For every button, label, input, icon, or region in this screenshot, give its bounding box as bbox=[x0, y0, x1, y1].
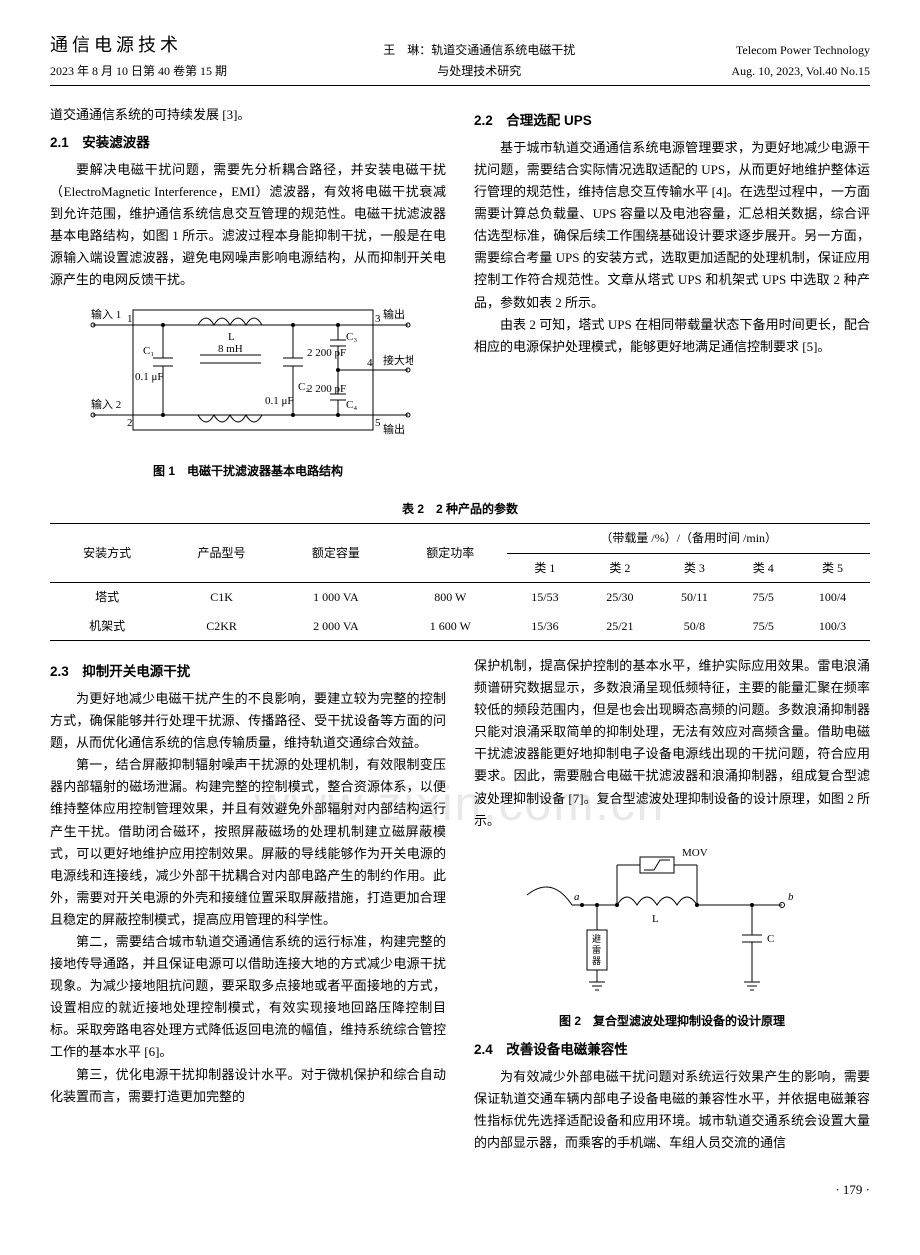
figure-1: 输入 1 输入 2 输出 输出 接大地 L 8 mH C₁ 0.1 μF C₂ … bbox=[50, 300, 446, 481]
svg-text:输出: 输出 bbox=[383, 307, 405, 321]
svg-text:2 200 pF: 2 200 pF bbox=[307, 383, 346, 395]
svg-text:1: 1 bbox=[127, 313, 133, 325]
issue-line-en: Aug. 10, 2023, Vol.40 No.15 bbox=[731, 61, 870, 81]
svg-text:输入 2: 输入 2 bbox=[91, 397, 121, 411]
th-install: 安装方式 bbox=[50, 524, 164, 583]
th-power: 额定功率 bbox=[393, 524, 507, 583]
heading-2-2: 2.2 合理选配 UPS bbox=[474, 110, 870, 133]
svg-text:C₃: C₃ bbox=[346, 331, 357, 343]
th-g1: 类 1 bbox=[507, 553, 582, 582]
heading-2-1: 2.1 安装滤波器 bbox=[50, 132, 446, 155]
svg-text:2 200 pF: 2 200 pF bbox=[307, 347, 346, 359]
svg-text:3: 3 bbox=[375, 313, 381, 325]
issue-line-cn: 2023 年 8 月 10 日第 40 卷第 15 期 bbox=[50, 64, 227, 78]
header-left: 通信电源技术 2023 年 8 月 10 日第 40 卷第 15 期 bbox=[50, 30, 227, 81]
svg-text:C₄: C₄ bbox=[346, 399, 357, 411]
table-2-caption: 表 2 2 种产品的参数 bbox=[50, 499, 870, 519]
upper-right-column: 2.2 合理选配 UPS 基于城市轨道交通通信系统电源管理要求，为更好地减少电源… bbox=[474, 104, 870, 489]
para-2-3a: 为更好地减少电磁干扰产生的不良影响，要建立较为完整的控制方式，确保能够并行处理干… bbox=[50, 688, 446, 754]
heading-2-4: 2.4 改善设备电磁兼容性 bbox=[474, 1039, 870, 1062]
th-group: （带载量 /%）/（备用时间 /min） bbox=[507, 524, 870, 553]
para-2-4: 为有效减少外部电磁干扰问题对系统运行效果产生的影响，需要保证轨道交通车辆内部电子… bbox=[474, 1066, 870, 1154]
th-g2: 类 2 bbox=[582, 553, 657, 582]
para-2-2a: 基于城市轨道交通通信系统电源管理要求，为更好地减少电源干扰问题，需要结合实际情况… bbox=[474, 137, 870, 314]
figure-2: a 避 雷 器 L bbox=[474, 840, 870, 1031]
svg-text:L: L bbox=[652, 913, 659, 925]
paper-title-line2: 与处理技术研究 bbox=[383, 61, 575, 81]
th-g4: 类 4 bbox=[731, 553, 795, 582]
table-row: 塔式 C1K 1 000 VA 800 W 15/53 25/30 50/11 … bbox=[50, 583, 870, 612]
lead-fragment: 道交通通信系统的可持续发展 [3]。 bbox=[50, 104, 446, 126]
para-cont: 保护机制，提高保护控制的基本水平，维护实际应用效果。雷电浪涌频谱研究数据显示，多… bbox=[474, 655, 870, 832]
svg-text:L: L bbox=[228, 331, 235, 343]
para-2-3c: 第二，需要结合城市轨道交通通信系统的运行标准，构建完整的接地传导通路，并且保证电… bbox=[50, 931, 446, 1064]
figure-2-svg: a 避 雷 器 L bbox=[522, 840, 822, 1000]
svg-text:0.1 μF: 0.1 μF bbox=[265, 395, 294, 407]
th-g3: 类 3 bbox=[657, 553, 731, 582]
svg-text:a: a bbox=[574, 891, 580, 903]
para-2-2b: 由表 2 可知，塔式 UPS 在相同带载量状态下备用时间更长，配合相应的电源保护… bbox=[474, 314, 870, 358]
svg-text:器: 器 bbox=[592, 956, 601, 966]
svg-text:8 mH: 8 mH bbox=[218, 343, 243, 355]
svg-text:接大地: 接大地 bbox=[383, 353, 413, 367]
upper-left-column: 道交通通信系统的可持续发展 [3]。 2.1 安装滤波器 要解决电磁干扰问题，需… bbox=[50, 104, 446, 489]
paper-title-line1: 王 琳：轨道交通通信系统电磁干扰 bbox=[383, 40, 575, 60]
svg-text:C: C bbox=[767, 933, 774, 945]
header-center: 王 琳：轨道交通通信系统电磁干扰 与处理技术研究 bbox=[383, 40, 575, 81]
th-g5: 类 5 bbox=[795, 553, 870, 582]
svg-text:C₁: C₁ bbox=[143, 345, 154, 357]
svg-text:雷: 雷 bbox=[592, 945, 601, 955]
upper-columns: 道交通通信系统的可持续发展 [3]。 2.1 安装滤波器 要解决电磁干扰问题，需… bbox=[50, 104, 870, 489]
figure-1-caption: 图 1 电磁干扰滤波器基本电路结构 bbox=[50, 461, 446, 481]
heading-2-3: 2.3 抑制开关电源干扰 bbox=[50, 661, 446, 684]
page-header: 通信电源技术 2023 年 8 月 10 日第 40 卷第 15 期 王 琳：轨… bbox=[50, 30, 870, 86]
svg-text:0.1 μF: 0.1 μF bbox=[135, 371, 164, 383]
table-row: 机架式 C2KR 2 000 VA 1 600 W 15/36 25/21 50… bbox=[50, 612, 870, 641]
th-model: 产品型号 bbox=[164, 524, 278, 583]
header-right: Telecom Power Technology Aug. 10, 2023, … bbox=[731, 40, 870, 81]
svg-text:避: 避 bbox=[592, 933, 601, 944]
journal-name-cn: 通信电源技术 bbox=[50, 30, 227, 61]
figure-2-caption: 图 2 复合型滤波处理抑制设备的设计原理 bbox=[474, 1011, 870, 1031]
lower-left-column: 2.3 抑制开关电源干扰 为更好地减少电磁干扰产生的不良影响，要建立较为完整的控… bbox=[50, 655, 446, 1155]
lower-columns: 2.3 抑制开关电源干扰 为更好地减少电磁干扰产生的不良影响，要建立较为完整的控… bbox=[50, 655, 870, 1155]
table-2: 表 2 2 种产品的参数 安装方式 产品型号 额定容量 额定功率 （带载量 /%… bbox=[50, 499, 870, 641]
th-capacity: 额定容量 bbox=[279, 524, 393, 583]
svg-text:5: 5 bbox=[375, 417, 381, 429]
table-2-grid: 安装方式 产品型号 额定容量 额定功率 （带载量 /%）/（备用时间 /min）… bbox=[50, 523, 870, 641]
svg-text:2: 2 bbox=[127, 417, 133, 429]
para-2-1: 要解决电磁干扰问题，需要先分析耦合路径，并安装电磁干扰（ElectroMagne… bbox=[50, 159, 446, 292]
svg-text:输入 1: 输入 1 bbox=[91, 307, 121, 321]
figure-1-svg: 输入 1 输入 2 输出 输出 接大地 L 8 mH C₁ 0.1 μF C₂ … bbox=[83, 300, 413, 450]
svg-text:b: b bbox=[788, 891, 794, 903]
svg-text:MOV: MOV bbox=[682, 847, 708, 859]
para-2-3d: 第三，优化电源干扰抑制器设计水平。对于微机保护和综合自动化装置而言，需要打造更加… bbox=[50, 1064, 446, 1108]
page-number: · 179 · bbox=[50, 1179, 870, 1201]
svg-text:4: 4 bbox=[367, 357, 373, 369]
lower-right-column: 保护机制，提高保护控制的基本水平，维护实际应用效果。雷电浪涌频谱研究数据显示，多… bbox=[474, 655, 870, 1155]
para-2-3b: 第一，结合屏蔽抑制辐射噪声干扰源的处理机制，有效限制变压器内部辐射的磁场泄漏。构… bbox=[50, 754, 446, 931]
journal-name-en: Telecom Power Technology bbox=[731, 40, 870, 60]
svg-text:输出: 输出 bbox=[383, 422, 405, 436]
